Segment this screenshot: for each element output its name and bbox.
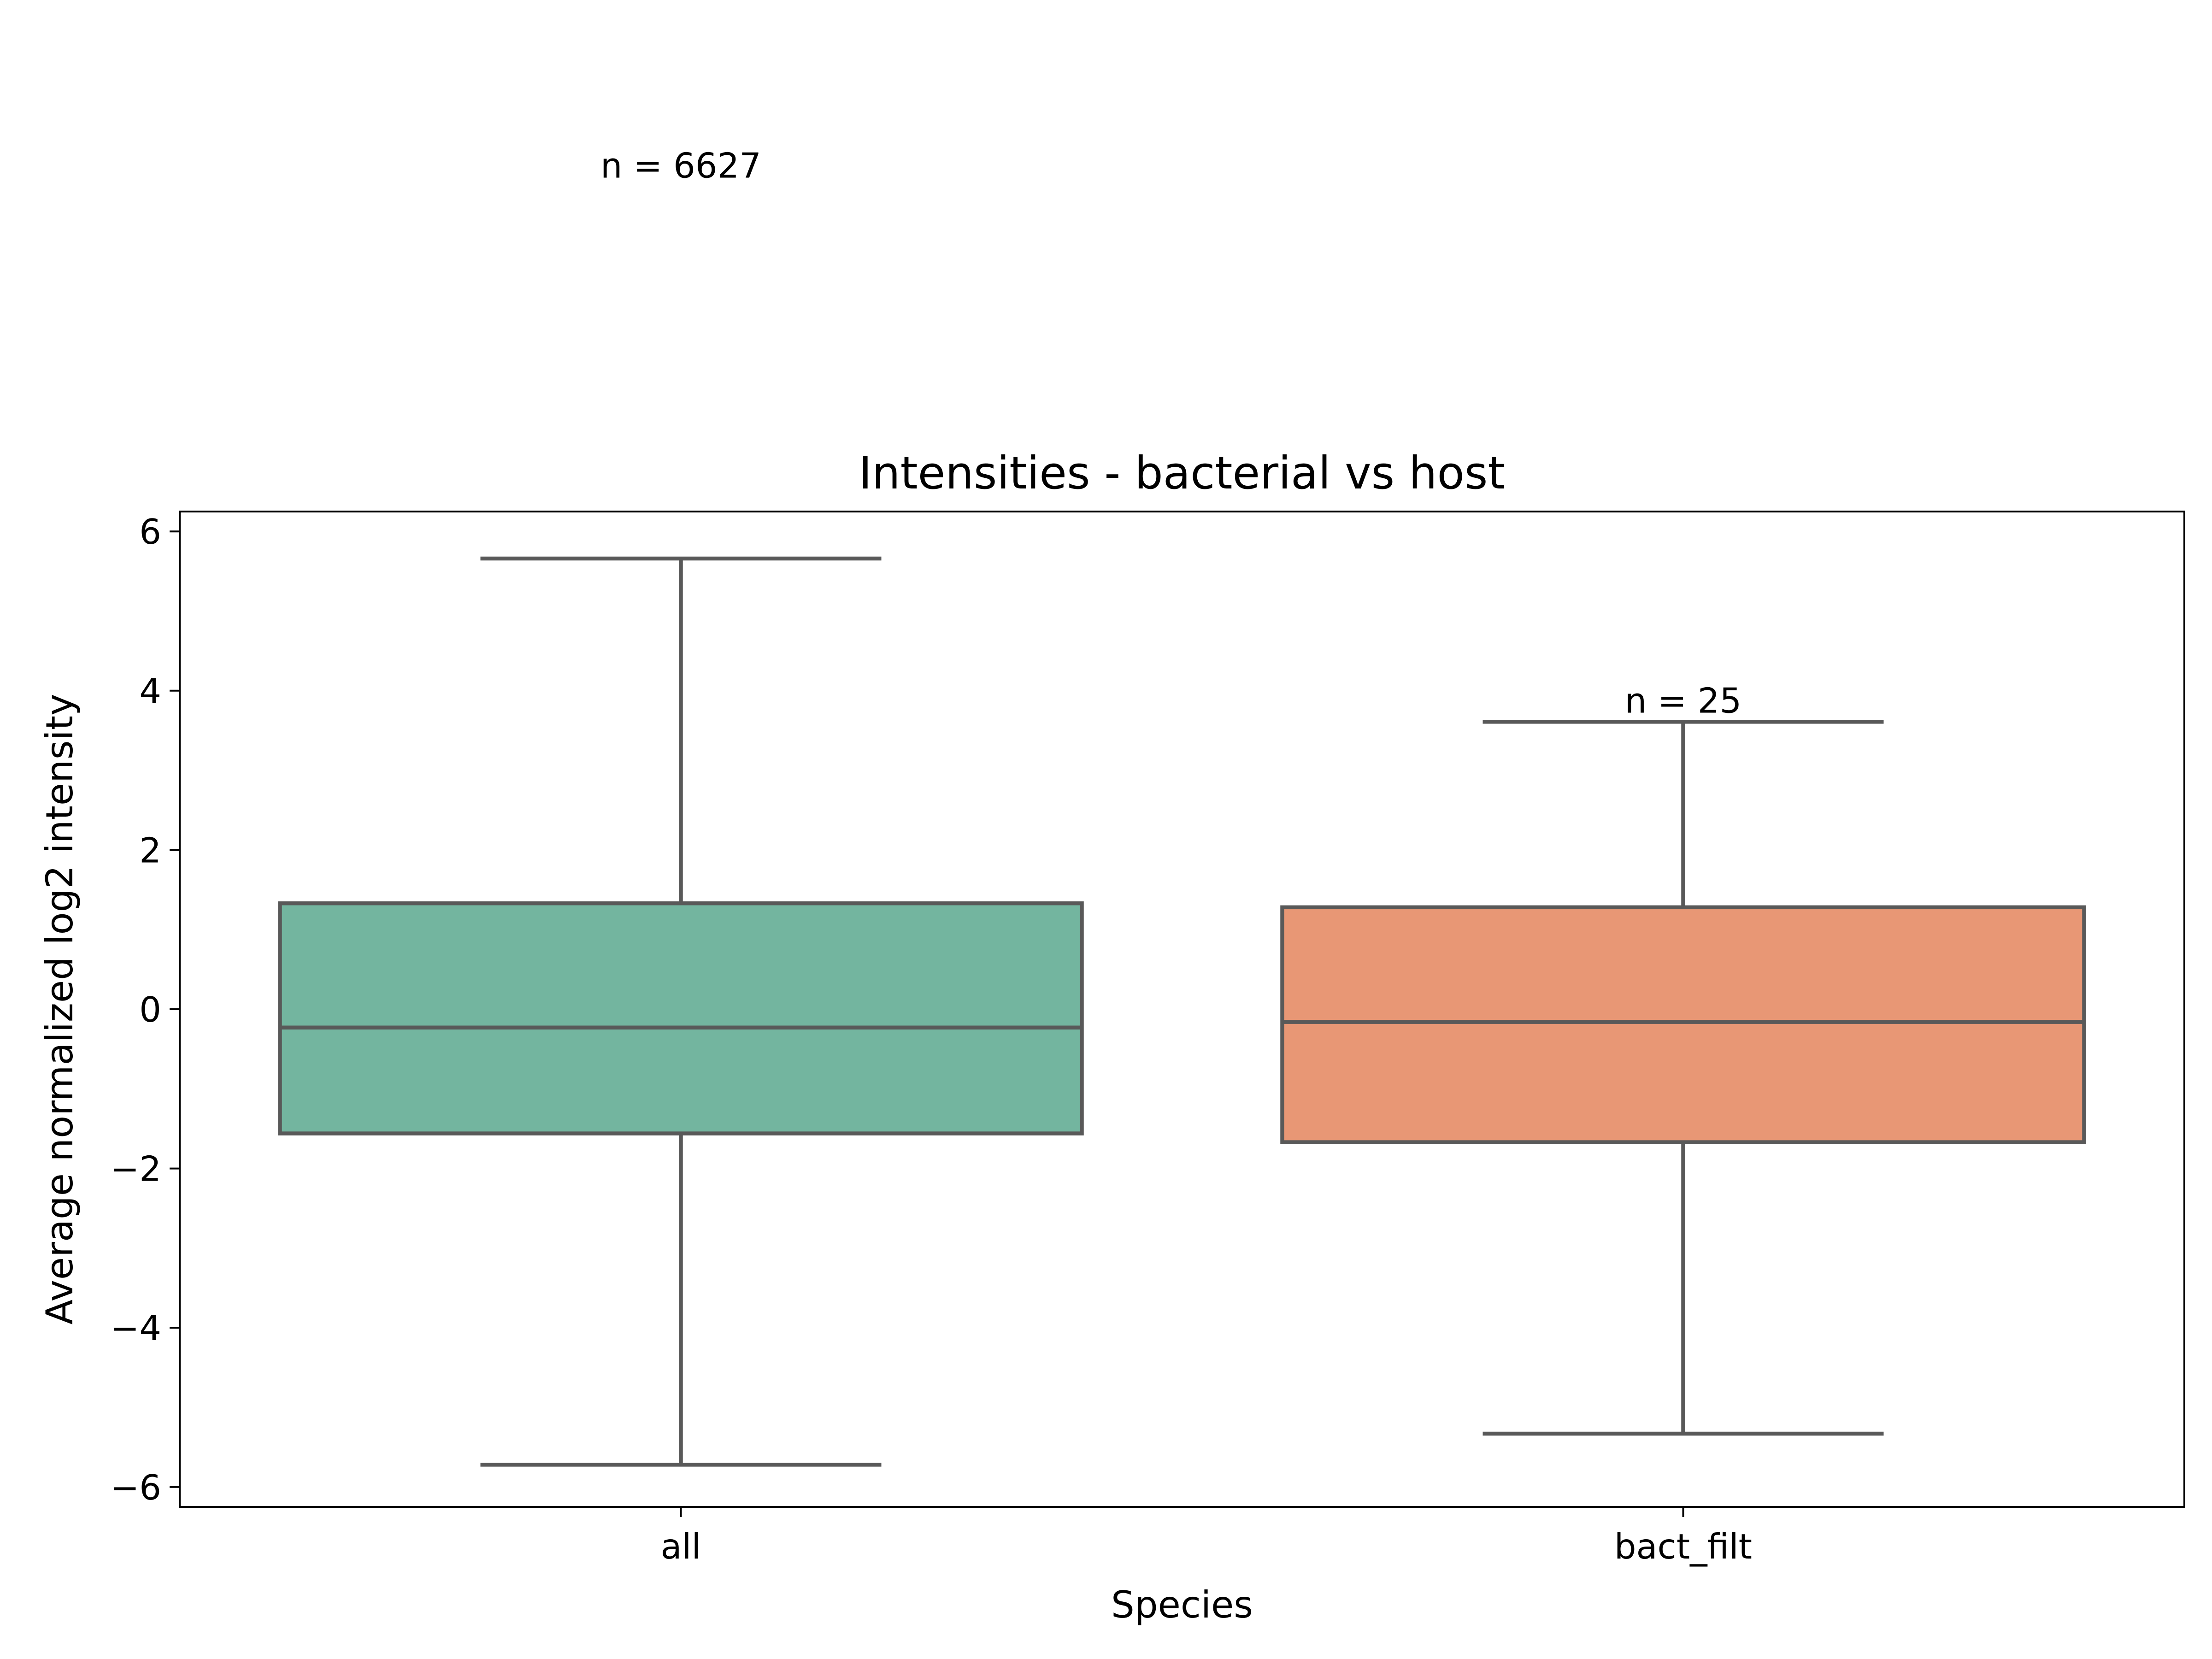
- y-tick-label: −6: [110, 1467, 161, 1508]
- y-axis-label: Average normalized log2 intensity: [38, 694, 81, 1324]
- box-bact-filt: [1280, 905, 2086, 1144]
- y-tick-label: 6: [139, 512, 161, 552]
- box-plot-layer: [278, 556, 2086, 1467]
- y-axis: −6 −4 −2 0 2 4 6: [110, 512, 180, 1508]
- y-tick-label: −4: [110, 1308, 161, 1348]
- y-tick-label: 2: [139, 830, 161, 871]
- x-tick-label: all: [661, 1526, 701, 1567]
- y-tick-label: 0: [139, 989, 161, 1030]
- box-group-bact-filt: [1280, 719, 2086, 1436]
- count-annotation: n = 25: [1625, 681, 1742, 721]
- chart-title: Intensities - bacterial vs host: [859, 447, 1506, 499]
- x-tick-label: bact_filt: [1614, 1526, 1752, 1567]
- annotations-layer: n = 6627 n = 25: [600, 145, 1741, 721]
- y-tick-label: −2: [110, 1149, 161, 1189]
- x-axis: all bact_filt: [661, 1507, 1752, 1567]
- x-axis-label: Species: [1111, 1583, 1253, 1626]
- box-group-all: [278, 556, 1084, 1467]
- count-annotation: n = 6627: [600, 145, 761, 186]
- y-tick-label: 4: [139, 671, 161, 712]
- box-all: [278, 901, 1084, 1135]
